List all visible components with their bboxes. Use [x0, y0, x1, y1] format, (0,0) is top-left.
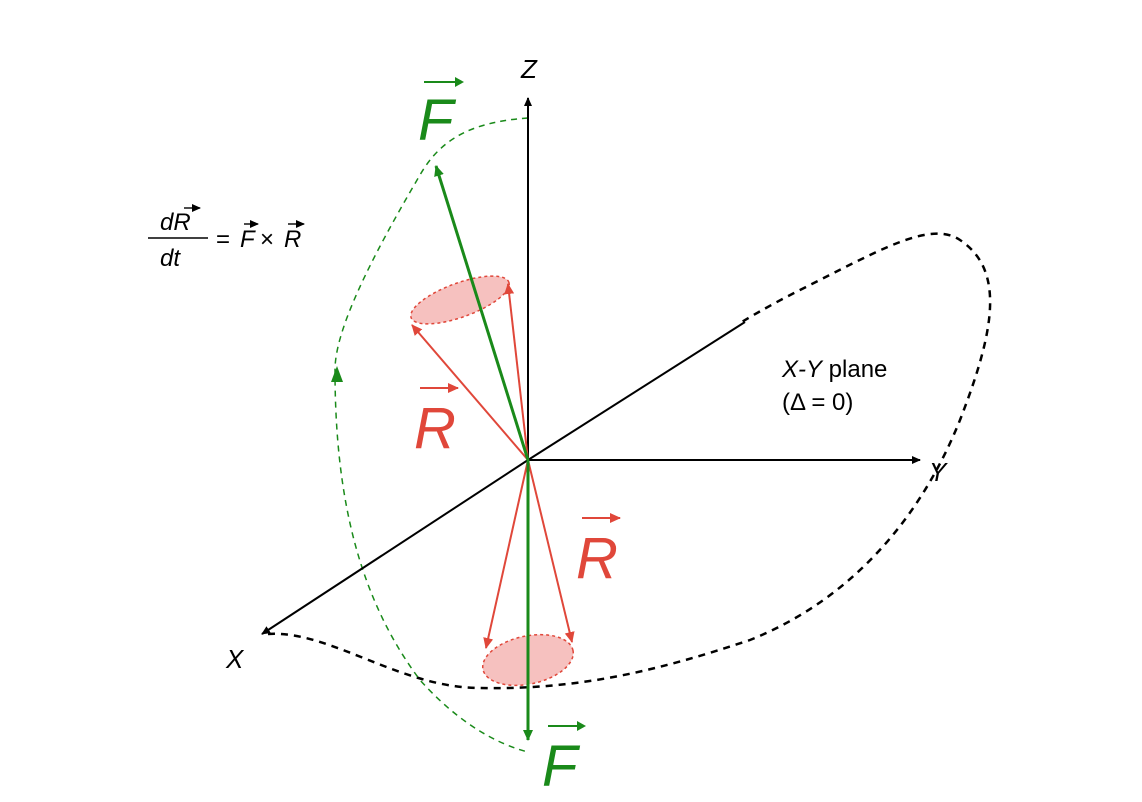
upper-precession-cone: [410, 275, 510, 325]
r-vector-upper-right: [504, 283, 529, 461]
svg-text:(Δ = 0): (Δ = 0): [782, 389, 853, 416]
svg-text:R: R: [576, 526, 618, 591]
f-label-top: F: [418, 77, 464, 153]
f-vector-up: [434, 165, 530, 461]
svg-text:R: R: [414, 396, 456, 461]
x-axis-back: [527, 321, 746, 461]
r-label-upper: R: [414, 383, 459, 461]
svg-text:=: =: [216, 226, 230, 253]
z-axis-label: Z: [520, 54, 538, 84]
r-label-lower: R: [576, 513, 621, 591]
r-vector-upper-left: [411, 324, 529, 461]
svg-text:×: ×: [260, 226, 274, 253]
svg-text:F: F: [240, 226, 256, 253]
svg-text:dt: dt: [160, 245, 181, 272]
svg-text:F: F: [418, 88, 457, 153]
r-vector-lower-right: [527, 459, 575, 643]
r-vector-lower-left: [483, 459, 529, 649]
xy-plane-outline: [267, 232, 992, 690]
precession-direction-icon: [331, 366, 343, 382]
precession-arc: [334, 117, 529, 753]
x-axis: [261, 459, 529, 635]
xy-plane-label: X-Y plane (Δ = 0): [781, 356, 887, 416]
f-label-bottom: F: [542, 721, 586, 799]
svg-text:F: F: [542, 734, 581, 799]
svg-text:X-Y plane: X-Y plane: [781, 356, 887, 383]
precession-equation: dR dt = F × R: [148, 204, 305, 272]
svg-text:R: R: [284, 226, 301, 253]
svg-text:dR: dR: [160, 209, 191, 236]
y-axis-label: Y: [929, 457, 948, 487]
x-axis-label: X: [225, 644, 245, 674]
